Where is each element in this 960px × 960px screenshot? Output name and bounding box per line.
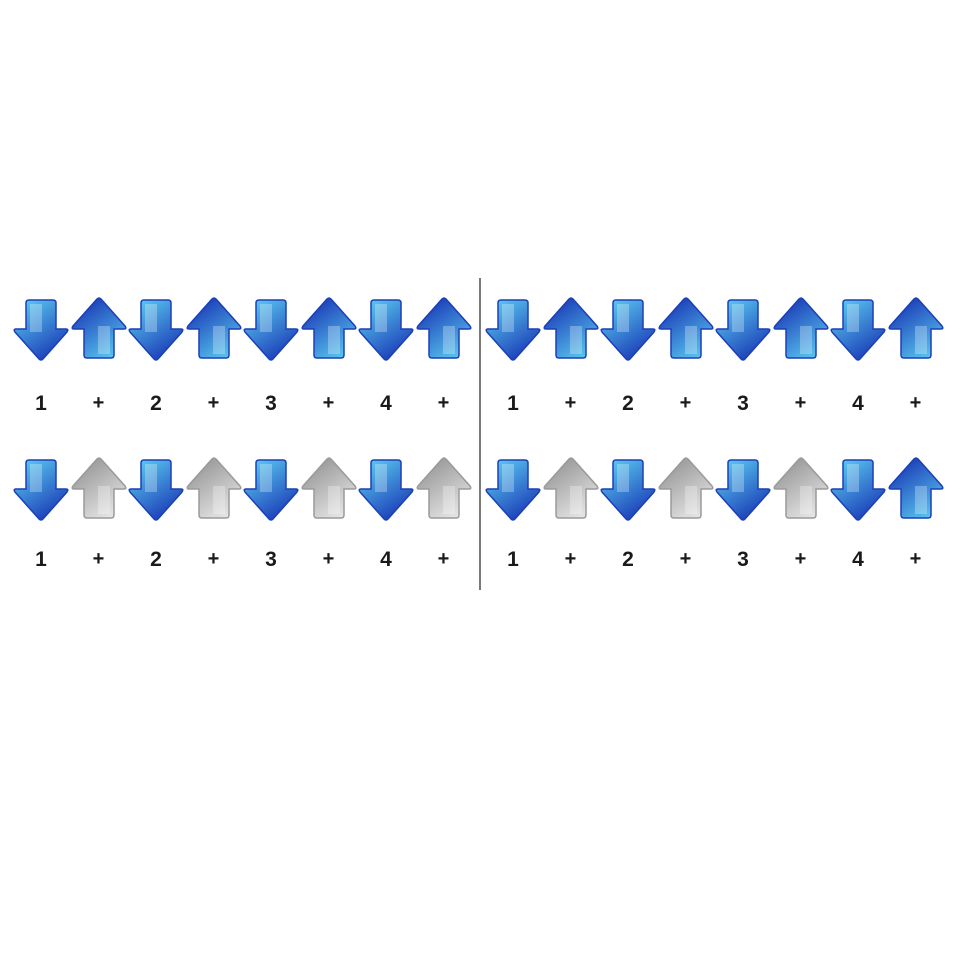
count-and-label: + bbox=[564, 548, 577, 570]
down-arrow-icon bbox=[357, 296, 415, 362]
count-beat-label: 3 bbox=[265, 392, 277, 415]
count-and-label: + bbox=[909, 548, 922, 570]
count-and-label: + bbox=[437, 548, 450, 570]
count-and-label: + bbox=[794, 392, 807, 414]
down-arrow-icon bbox=[242, 296, 300, 362]
count-and-label: + bbox=[322, 548, 335, 570]
down-arrow-icon bbox=[714, 456, 772, 522]
count-beat-label: 4 bbox=[852, 548, 864, 571]
up-arrow-icon-muted bbox=[185, 456, 243, 522]
down-arrow-icon bbox=[599, 456, 657, 522]
count-beat-label: 1 bbox=[507, 548, 519, 571]
up-arrow-icon bbox=[887, 296, 945, 362]
up-arrow-icon bbox=[542, 296, 600, 362]
up-arrow-icon bbox=[887, 456, 945, 522]
count-and-label: + bbox=[564, 392, 577, 414]
up-arrow-icon-muted bbox=[415, 456, 473, 522]
down-arrow-icon bbox=[829, 296, 887, 362]
down-arrow-icon bbox=[484, 456, 542, 522]
count-and-label: + bbox=[679, 548, 692, 570]
count-beat-label: 3 bbox=[737, 392, 749, 415]
count-and-label: + bbox=[909, 392, 922, 414]
down-arrow-icon bbox=[242, 456, 300, 522]
down-arrow-icon bbox=[829, 456, 887, 522]
count-and-label: + bbox=[322, 392, 335, 414]
panel-divider bbox=[479, 278, 481, 590]
up-arrow-icon bbox=[415, 296, 473, 362]
count-beat-label: 4 bbox=[380, 548, 392, 571]
count-beat-label: 4 bbox=[852, 392, 864, 415]
count-beat-label: 2 bbox=[150, 392, 162, 415]
count-and-label: + bbox=[92, 392, 105, 414]
count-beat-label: 2 bbox=[622, 548, 634, 571]
count-beat-label: 1 bbox=[507, 392, 519, 415]
up-arrow-icon bbox=[657, 296, 715, 362]
up-arrow-icon bbox=[300, 296, 358, 362]
count-and-label: + bbox=[92, 548, 105, 570]
count-and-label: + bbox=[679, 392, 692, 414]
count-beat-label: 1 bbox=[35, 548, 47, 571]
count-beat-label: 1 bbox=[35, 392, 47, 415]
up-arrow-icon bbox=[70, 296, 128, 362]
up-arrow-icon-muted bbox=[542, 456, 600, 522]
count-beat-label: 4 bbox=[380, 392, 392, 415]
down-arrow-icon bbox=[127, 296, 185, 362]
count-beat-label: 2 bbox=[622, 392, 634, 415]
count-and-label: + bbox=[207, 392, 220, 414]
down-arrow-icon bbox=[714, 296, 772, 362]
count-and-label: + bbox=[207, 548, 220, 570]
up-arrow-icon-muted bbox=[657, 456, 715, 522]
count-and-label: + bbox=[437, 392, 450, 414]
down-arrow-icon bbox=[599, 296, 657, 362]
count-beat-label: 3 bbox=[265, 548, 277, 571]
down-arrow-icon bbox=[357, 456, 415, 522]
down-arrow-icon bbox=[127, 456, 185, 522]
count-beat-label: 2 bbox=[150, 548, 162, 571]
down-arrow-icon bbox=[12, 456, 70, 522]
up-arrow-icon-muted bbox=[772, 456, 830, 522]
down-arrow-icon bbox=[484, 296, 542, 362]
up-arrow-icon-muted bbox=[300, 456, 358, 522]
up-arrow-icon bbox=[772, 296, 830, 362]
count-beat-label: 3 bbox=[737, 548, 749, 571]
up-arrow-icon-muted bbox=[70, 456, 128, 522]
down-arrow-icon bbox=[12, 296, 70, 362]
count-and-label: + bbox=[794, 548, 807, 570]
up-arrow-icon bbox=[185, 296, 243, 362]
